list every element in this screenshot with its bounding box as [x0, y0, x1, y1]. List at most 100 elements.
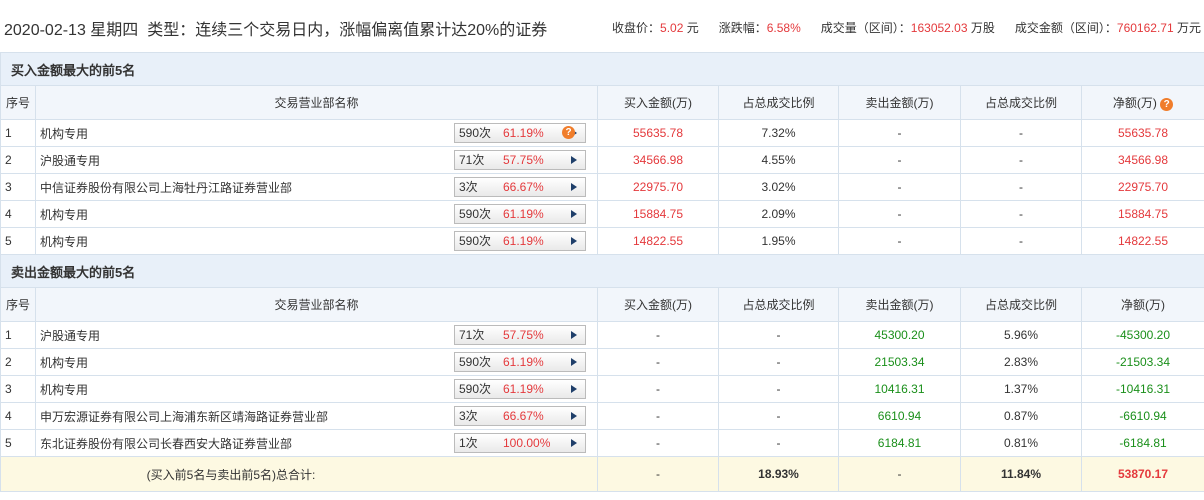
rank: 5	[0, 429, 36, 457]
total-label: (买入前5名与卖出前5名)总合计:	[0, 456, 598, 492]
stat: 成交量（区间）：163052.03 万股	[821, 21, 995, 35]
buy: -	[597, 348, 719, 376]
buy-ratio: -	[718, 429, 839, 457]
sell-ratio: -	[960, 119, 1082, 147]
sell: -	[838, 173, 961, 201]
sell: 45300.20	[838, 321, 961, 349]
arrow	[571, 210, 577, 218]
name-cell: 沪股通专用 71次 57.75%	[35, 321, 598, 349]
stats-badge[interactable]: 71次 57.75%	[454, 150, 586, 170]
stats-badge[interactable]: 590次 61.19%	[454, 123, 586, 143]
sell: -	[838, 119, 961, 147]
win-rate: 57.75%	[503, 328, 544, 342]
arrow	[571, 385, 577, 393]
section-title: 卖出金额最大的前5名	[0, 254, 1204, 288]
data-row: 3 中信证券股份有限公司上海牡丹江路证券营业部 3次 66.67% 22975.70 3.…	[0, 173, 1204, 201]
buy-ratio: 7.32%	[718, 119, 839, 147]
times: 590次	[459, 355, 492, 369]
branch-name[interactable]: 机构专用	[40, 355, 89, 370]
sell: -	[838, 227, 961, 255]
column-label: 净额(万)	[1112, 96, 1157, 110]
help-icon[interactable]: ?	[562, 126, 575, 139]
stat-unit: 万股	[970, 21, 995, 35]
column-label: 序号	[5, 96, 30, 110]
rank: 3	[0, 173, 36, 201]
buy: -	[597, 321, 719, 349]
name-cell: 东北证券股份有限公司长春西安大路证券营业部 1次 100.00%	[35, 429, 598, 457]
arrow	[571, 237, 577, 245]
times: 71次	[459, 153, 485, 167]
branch-name[interactable]: 中信证券股份有限公司上海牡丹江路证券营业部	[40, 180, 293, 195]
rank: 2	[0, 146, 36, 174]
column-header: 卖出金额(万)	[838, 85, 961, 120]
sell-ratio: 2.83%	[960, 348, 1082, 376]
sell: -	[838, 200, 961, 228]
total-sell-ratio: 11.84%	[960, 456, 1082, 492]
buy: 14822.55	[597, 227, 719, 255]
column-header: 买入金额(万)	[597, 85, 719, 120]
stat-value: 6.58%	[766, 21, 801, 35]
column-header: 买入金额(万)	[597, 287, 719, 322]
stats: 收盘价：5.02 元涨跌幅：6.58% 成交量（区间）：163052.03 万股成…	[612, 19, 1204, 36]
buy: 22975.70	[597, 173, 719, 201]
stats-badge[interactable]: 590次 61.19%	[454, 231, 586, 251]
net: -6610.94	[1081, 402, 1204, 430]
help-icon[interactable]: ?	[1160, 98, 1174, 111]
stat-unit: 万元	[1176, 21, 1201, 35]
rank: 5	[0, 227, 36, 255]
total-sell: -	[838, 456, 961, 492]
branch-name[interactable]: 东北证券股份有限公司长春西安大路证券营业部	[40, 436, 293, 451]
sell: 6184.81	[838, 429, 961, 457]
branch-name[interactable]: 机构专用	[40, 382, 89, 397]
rank: 2	[0, 348, 36, 376]
stats-badge[interactable]: 3次 66.67%	[454, 177, 586, 197]
name-cell: 机构专用 590次 61.19%	[35, 375, 598, 403]
net: 34566.98	[1081, 146, 1204, 174]
column-header: 净额(万)	[1081, 287, 1204, 322]
net: -6184.81	[1081, 429, 1204, 457]
arrow	[571, 183, 577, 191]
name-cell: 沪股通专用 71次 57.75%	[35, 146, 598, 174]
stats-badge[interactable]: 590次 61.19%	[454, 379, 586, 399]
stats-badge[interactable]: 590次 61.19%	[454, 352, 586, 372]
sell-ratio: 0.87%	[960, 402, 1082, 430]
column-header: 交易营业部名称	[35, 287, 598, 322]
buy-ratio: 2.09%	[718, 200, 839, 228]
branch-name[interactable]: 申万宏源证券有限公司上海浦东新区靖海路证券营业部	[40, 409, 329, 424]
stats-badge[interactable]: 1次 100.00%	[454, 433, 586, 453]
column-label: 净额(万)	[1121, 298, 1165, 312]
win-rate: 61.19%	[503, 355, 544, 369]
buy-ratio: 1.95%	[718, 227, 839, 255]
sell-ratio: -	[960, 173, 1082, 201]
section-title: 买入金额最大的前5名	[0, 52, 1204, 86]
branch-name[interactable]: 机构专用	[40, 207, 89, 222]
branch-name[interactable]: 沪股通专用	[40, 153, 101, 168]
column-header: 占总成交比例	[960, 287, 1082, 322]
branch-name[interactable]: 机构专用	[40, 234, 89, 249]
net: 14822.55	[1081, 227, 1204, 255]
title: 2020-02-13 星期四 类型：连续三个交易日内，涨幅偏离值累计达20%的证…	[4, 16, 547, 40]
arrow	[571, 358, 577, 366]
rank: 1	[0, 321, 36, 349]
stat-value: 760162.71	[1116, 21, 1174, 35]
times: 590次	[459, 382, 492, 396]
branch-name[interactable]: 沪股通专用	[40, 328, 101, 343]
column-header: 序号	[0, 287, 36, 322]
buy: -	[597, 375, 719, 403]
data-row: 1 机构专用 590次 61.19%? 55635.78 7.32% - -55635.78	[0, 119, 1204, 147]
stats-badge[interactable]: 71次 57.75%	[454, 325, 586, 345]
buy: 55635.78	[597, 119, 719, 147]
buy-ratio: 4.55%	[718, 146, 839, 174]
win-rate: 61.19%	[503, 207, 544, 221]
branch-name[interactable]: 机构专用	[40, 126, 89, 141]
stats-badge[interactable]: 3次 66.67%	[454, 406, 586, 426]
column-header: 净额(万) ?	[1081, 85, 1204, 120]
stats-badge[interactable]: 590次 61.19%	[454, 204, 586, 224]
times: 590次	[459, 126, 492, 140]
stat-label: 成交量（区间）：	[820, 21, 911, 35]
stat: 涨跌幅：6.58%	[719, 21, 801, 35]
column-label: 占总成交比例	[742, 96, 815, 110]
section-title-row: 卖出金额最大的前5名	[0, 254, 1204, 288]
sell: 6610.94	[838, 402, 961, 430]
